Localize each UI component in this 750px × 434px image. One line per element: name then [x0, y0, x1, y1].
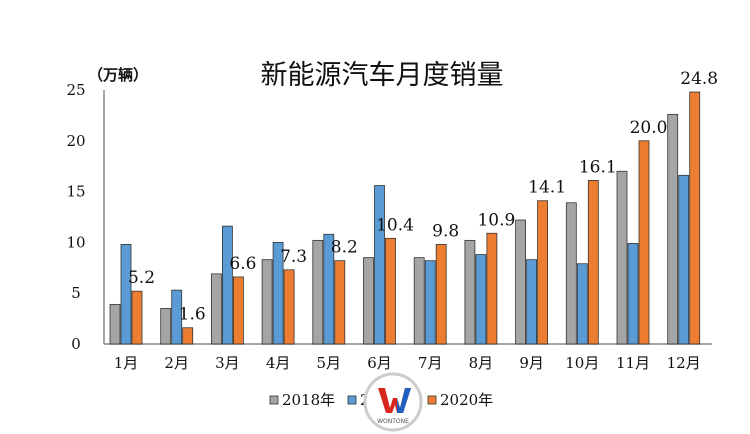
bar-2019年-5月	[323, 233, 335, 345]
bar-2019年-1月	[120, 244, 132, 345]
x-tick-label: 4月	[266, 354, 291, 372]
bar-2018年-6月	[363, 257, 374, 345]
x-tick-label: 10月	[565, 354, 599, 372]
bar-2018年-5月	[312, 239, 324, 345]
bar-2019年-6月	[374, 185, 385, 345]
y-tick-label: 0	[71, 335, 81, 353]
x-tick-label: 11月	[616, 354, 650, 372]
data-label: 6.6	[229, 254, 256, 274]
bar-2020年-9月	[537, 200, 548, 345]
bar-2018年-2月	[160, 308, 172, 345]
x-tick-label: 12月	[667, 354, 701, 372]
bar-2020年-8月	[486, 232, 498, 345]
bar-2020年-7月	[435, 244, 447, 345]
bar-2018年-3月	[210, 273, 222, 345]
y-tick-label: 20	[66, 132, 85, 150]
x-tick-label: 6月	[367, 354, 392, 372]
legend-label: 2018年	[282, 391, 335, 409]
data-label: 7.3	[280, 247, 307, 267]
bar-2019年-11月	[627, 243, 639, 345]
svg-text:WONTONE: WONTONE	[377, 418, 409, 425]
data-label: 9.8	[432, 221, 459, 241]
y-axis-unit: （万辆）	[88, 66, 148, 84]
bar-2019年-12月	[678, 174, 690, 345]
wontone-watermark-logo: WONTONE	[363, 372, 423, 432]
x-tick-label: 7月	[418, 354, 443, 372]
x-tick-label: 8月	[469, 354, 494, 372]
bar-2019年-10月	[576, 263, 588, 345]
data-label: 20.0	[630, 118, 668, 138]
legend-swatch-2019年	[347, 395, 357, 405]
bar-2020年-6月	[385, 237, 396, 345]
x-tick-label: 9月	[519, 354, 544, 372]
y-tick-label: 25	[66, 81, 85, 99]
data-label: 14.1	[528, 178, 566, 198]
bar-2020年-5月	[334, 260, 346, 345]
bar-2019年-8月	[475, 254, 487, 345]
legend-label: 2020年	[440, 391, 493, 409]
bar-2018年-8月	[464, 239, 476, 345]
data-label: 24.8	[680, 69, 718, 89]
legend-swatch-2018年	[269, 395, 279, 405]
bar-2020年-2月	[182, 327, 194, 345]
bar-2019年-3月	[221, 225, 233, 345]
bar-2019年-4月	[272, 241, 284, 345]
bar-2018年-10月	[565, 202, 577, 345]
bar-2020年-1月	[131, 290, 143, 345]
chart-title: 新能源汽车月度销量	[261, 60, 504, 91]
bar-2018年-9月	[515, 219, 526, 345]
bar-2019年-2月	[171, 289, 183, 345]
bar-2020年-11月	[638, 140, 650, 345]
data-label: 5.2	[128, 268, 155, 288]
bar-2018年-7月	[413, 257, 425, 345]
bar-2018年-1月	[109, 303, 121, 345]
data-label: 10.9	[477, 210, 515, 230]
y-tick-label: 5	[71, 284, 81, 302]
bar-2018年-12月	[667, 113, 679, 345]
x-tick-label: 2月	[164, 354, 189, 372]
bar-2020年-10月	[587, 180, 599, 345]
bar-2019年-7月	[424, 260, 436, 345]
data-label: 1.6	[179, 305, 206, 325]
bar-2019年-9月	[526, 259, 537, 345]
x-tick-label: 5月	[317, 354, 342, 372]
bar-2020年-3月	[232, 276, 244, 345]
y-tick-label: 15	[66, 183, 85, 201]
legend-swatch-2020年	[427, 395, 437, 405]
bar-2018年-4月	[261, 259, 273, 345]
data-label: 16.1	[579, 157, 617, 177]
x-tick-label: 1月	[114, 354, 139, 372]
data-label: 10.4	[376, 215, 414, 235]
y-tick-label: 10	[66, 233, 85, 251]
x-tick-label: 3月	[215, 354, 240, 372]
data-label: 8.2	[331, 238, 358, 258]
bar-2020年-4月	[283, 269, 295, 345]
bar-2020年-12月	[689, 91, 701, 345]
bar-2018年-11月	[616, 170, 628, 345]
